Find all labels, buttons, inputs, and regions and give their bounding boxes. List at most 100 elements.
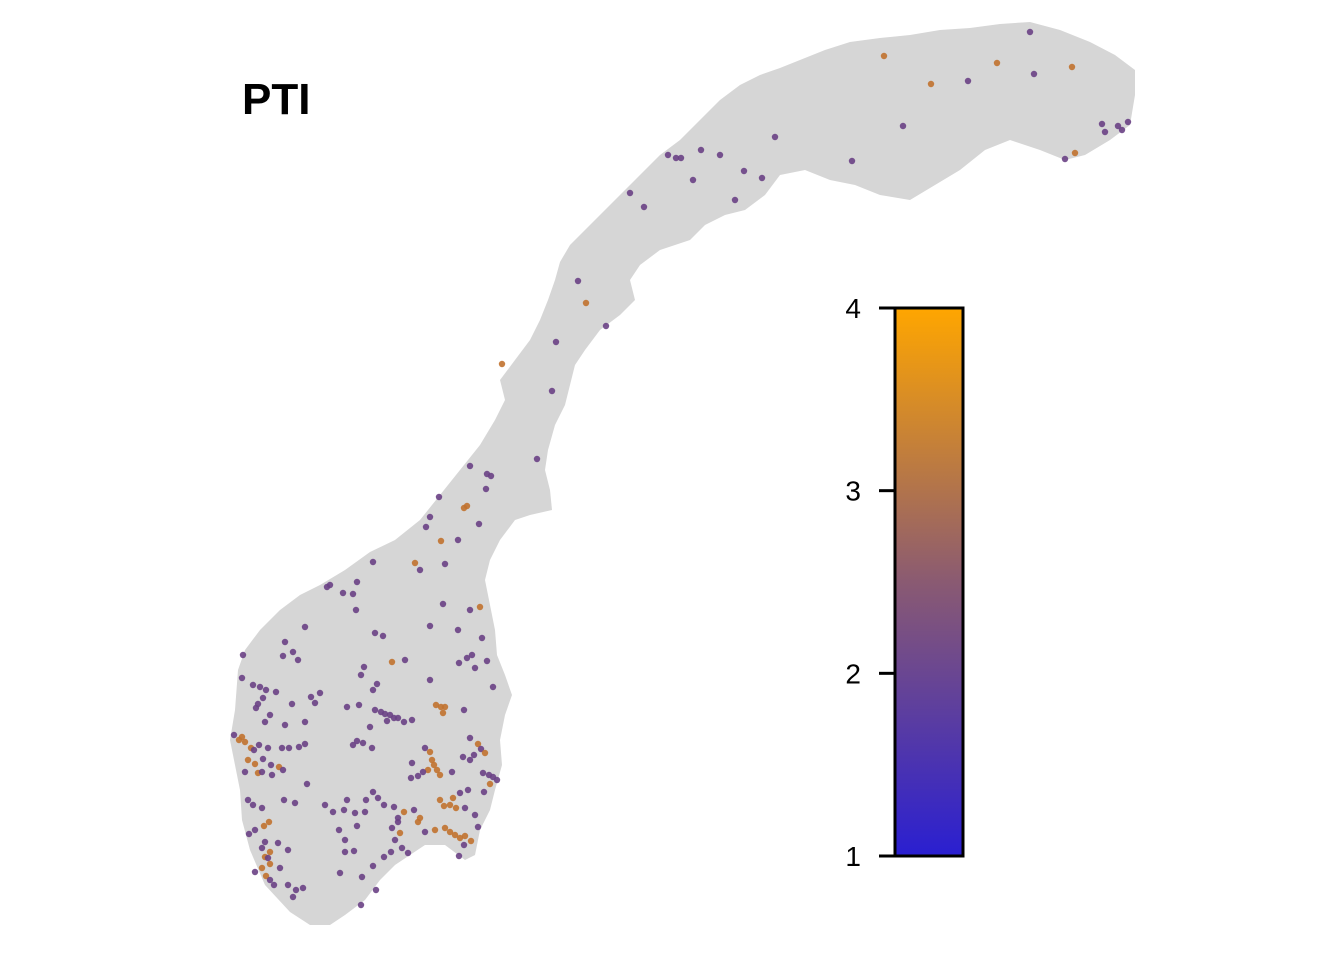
station-point bbox=[374, 794, 382, 802]
station-point bbox=[373, 680, 381, 688]
station-point bbox=[467, 837, 475, 845]
station-point bbox=[408, 716, 416, 724]
station-point bbox=[461, 804, 469, 812]
station-point bbox=[266, 876, 274, 884]
station-point bbox=[249, 801, 257, 809]
station-point bbox=[388, 658, 396, 666]
station-point bbox=[266, 711, 274, 719]
station-point bbox=[311, 699, 319, 707]
station-point bbox=[285, 744, 293, 752]
station-point bbox=[272, 688, 280, 696]
station-point bbox=[421, 744, 429, 752]
station-point bbox=[390, 803, 398, 811]
station-point bbox=[258, 768, 266, 776]
station-point bbox=[478, 634, 486, 642]
station-point bbox=[1071, 149, 1079, 157]
station-point bbox=[366, 723, 374, 731]
station-point bbox=[380, 853, 388, 861]
station-point bbox=[355, 701, 363, 709]
station-point bbox=[404, 849, 412, 857]
station-point bbox=[268, 771, 276, 779]
station-point bbox=[454, 536, 462, 544]
map-title: PTI bbox=[242, 75, 311, 124]
station-point bbox=[262, 686, 270, 694]
station-point bbox=[398, 844, 406, 852]
station-point bbox=[295, 743, 303, 751]
station-point bbox=[428, 756, 436, 764]
station-point bbox=[452, 804, 460, 812]
station-point bbox=[281, 638, 289, 646]
station-point bbox=[349, 741, 357, 749]
station-point bbox=[437, 537, 445, 545]
station-point bbox=[278, 744, 286, 752]
station-point bbox=[451, 831, 459, 839]
legend-tick-label: 2 bbox=[845, 658, 861, 689]
station-point bbox=[408, 759, 416, 767]
station-point bbox=[369, 788, 377, 796]
station-point bbox=[400, 808, 408, 816]
station-point bbox=[1030, 70, 1038, 78]
station-point bbox=[261, 838, 269, 846]
station-point bbox=[281, 721, 289, 729]
color-legend: 4 3 2 1 bbox=[845, 293, 965, 872]
station-point bbox=[1114, 122, 1122, 130]
legend-tick-label: 4 bbox=[845, 293, 861, 324]
station-point bbox=[435, 493, 443, 501]
station-point bbox=[548, 387, 556, 395]
station-point bbox=[459, 753, 467, 761]
station-point bbox=[481, 749, 489, 757]
station-point bbox=[343, 703, 351, 711]
station-point bbox=[440, 802, 448, 810]
station-point bbox=[396, 829, 404, 837]
station-point bbox=[455, 852, 463, 860]
station-point bbox=[274, 839, 282, 847]
station-point bbox=[448, 768, 456, 776]
station-point bbox=[456, 789, 464, 797]
station-point bbox=[321, 801, 329, 809]
station-point bbox=[771, 133, 779, 141]
station-point bbox=[446, 801, 454, 809]
station-point bbox=[250, 746, 258, 754]
station-point bbox=[326, 581, 334, 589]
station-point bbox=[379, 632, 387, 640]
station-point bbox=[475, 520, 483, 528]
station-point bbox=[1098, 120, 1106, 128]
station-point bbox=[441, 824, 449, 832]
station-point bbox=[369, 686, 377, 694]
station-point bbox=[431, 826, 439, 834]
station-point bbox=[350, 847, 358, 855]
station-point bbox=[466, 756, 474, 764]
station-point bbox=[410, 806, 418, 814]
station-point bbox=[664, 151, 672, 159]
station-point bbox=[493, 776, 501, 784]
station-point bbox=[454, 626, 462, 634]
station-point bbox=[436, 771, 444, 779]
station-point bbox=[993, 59, 1001, 67]
station-point bbox=[466, 462, 474, 470]
station-point bbox=[401, 656, 409, 664]
station-point bbox=[289, 648, 297, 656]
station-point bbox=[368, 744, 376, 752]
station-point bbox=[848, 157, 856, 165]
station-point bbox=[446, 828, 454, 836]
station-point bbox=[552, 338, 560, 346]
station-point bbox=[740, 167, 748, 175]
station-point bbox=[369, 558, 377, 566]
station-point bbox=[640, 203, 648, 211]
station-point bbox=[241, 738, 249, 746]
station-point bbox=[426, 676, 434, 684]
station-point bbox=[299, 884, 307, 892]
station-point bbox=[414, 772, 422, 780]
station-point bbox=[340, 806, 348, 814]
station-point bbox=[372, 886, 380, 894]
station-point bbox=[303, 780, 311, 788]
station-point bbox=[716, 151, 724, 159]
station-point bbox=[441, 703, 449, 711]
station-point bbox=[439, 600, 447, 608]
station-point bbox=[251, 760, 259, 768]
station-point bbox=[407, 774, 415, 782]
station-point bbox=[1061, 155, 1069, 163]
station-point bbox=[371, 706, 379, 714]
station-point bbox=[316, 689, 324, 697]
